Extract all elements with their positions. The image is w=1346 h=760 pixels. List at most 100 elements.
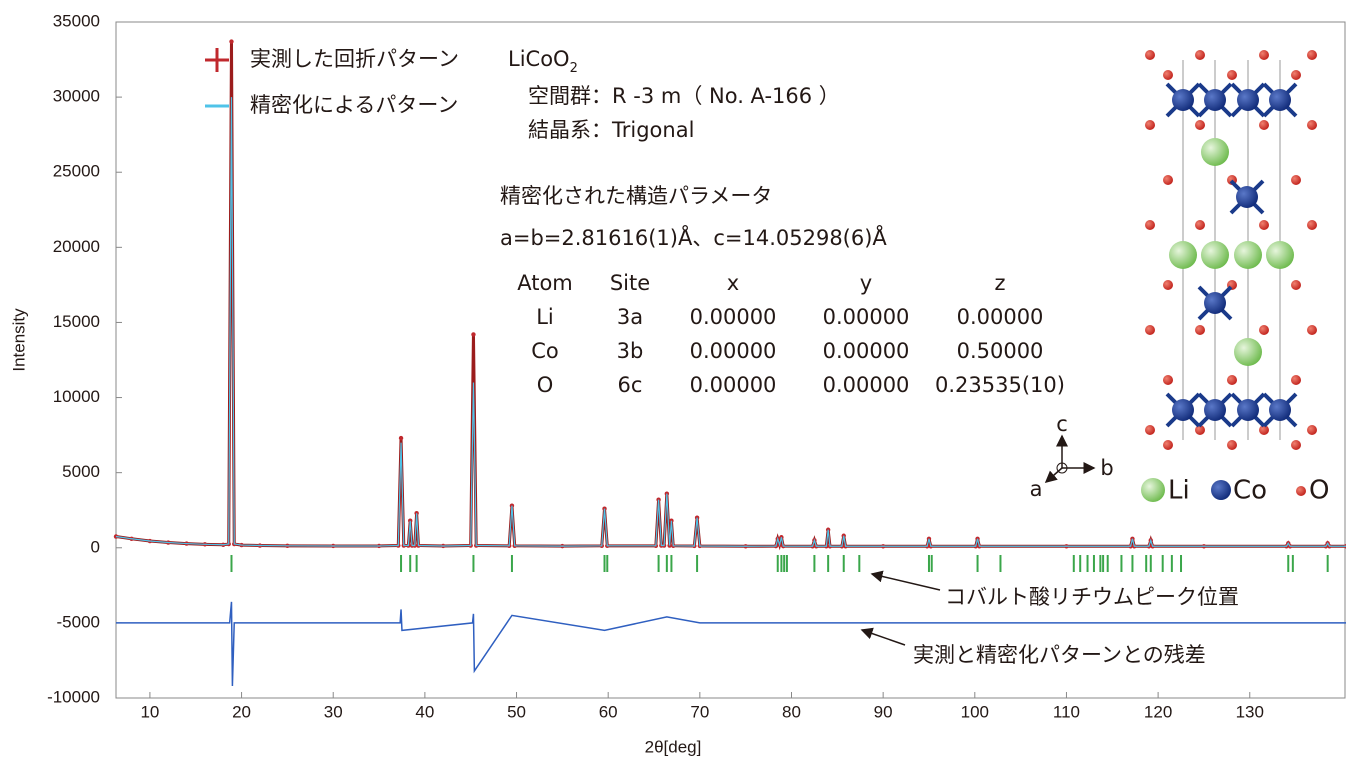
o-atom xyxy=(1259,325,1269,335)
arrow xyxy=(870,570,941,591)
co-atom xyxy=(1237,89,1259,111)
o-atom xyxy=(1145,325,1155,335)
o-atom xyxy=(1291,175,1301,185)
li-atom xyxy=(1266,241,1294,269)
crystal-system: 結晶系：Trigonal xyxy=(528,118,694,142)
axis-b: b xyxy=(1100,456,1113,480)
lattice: a=b=2.81616(1)Å、c=14.05298(6)Å xyxy=(500,224,887,250)
o-atom xyxy=(1259,50,1269,60)
table-cell: 0.00000 xyxy=(823,339,910,363)
y-tick-label: 30000 xyxy=(53,87,100,106)
x-tick-label: 90 xyxy=(874,702,893,721)
o-atom xyxy=(1291,375,1301,385)
o-atom xyxy=(1259,425,1269,435)
observed-point xyxy=(229,39,234,44)
table-cell: O xyxy=(537,373,554,397)
li-label: Li xyxy=(1168,476,1190,506)
o-atom xyxy=(1195,120,1205,130)
reflection-annotation: コバルト酸リチウムピーク位置 xyxy=(945,585,1239,609)
plot-frame xyxy=(115,21,1346,699)
o-atom xyxy=(1259,220,1269,230)
y-tick-label: 10000 xyxy=(53,387,100,406)
y-tick-label: 35000 xyxy=(53,11,100,30)
formula-subscript: 2 xyxy=(570,61,578,76)
table-cell: 0.00000 xyxy=(823,373,910,397)
formula: LiCoO2 xyxy=(508,47,578,76)
x-tick-label: 20 xyxy=(232,702,251,721)
axis-c: c xyxy=(1056,412,1068,436)
o-atom xyxy=(1259,120,1269,130)
li-atom xyxy=(1234,338,1262,366)
li-symbol xyxy=(1141,478,1165,502)
table-cell: 0.00000 xyxy=(690,305,777,329)
arrow xyxy=(1044,467,1063,483)
y-tick-label: 25000 xyxy=(53,162,100,181)
x-tick-label: 70 xyxy=(690,702,709,721)
o-atom xyxy=(1163,175,1173,185)
co-symbol xyxy=(1211,480,1231,500)
co-label: Co xyxy=(1233,476,1267,506)
o-atom xyxy=(1163,280,1173,290)
formula-main: LiCoO xyxy=(508,47,570,71)
co-atom xyxy=(1204,292,1226,314)
table-cell: 0.23535(10) xyxy=(935,373,1065,397)
y-tick-label: 15000 xyxy=(53,312,100,331)
o-atom xyxy=(1145,425,1155,435)
y-axis-label: Intensity xyxy=(9,308,28,372)
y-tick-label: 5000 xyxy=(62,462,100,481)
co-atom xyxy=(1237,399,1259,421)
o-atom xyxy=(1307,220,1317,230)
o-atom xyxy=(1227,375,1237,385)
calculated-line xyxy=(115,97,1346,548)
co-atom xyxy=(1204,399,1226,421)
o-symbol xyxy=(1296,486,1306,496)
o-atom xyxy=(1195,220,1205,230)
y-tick-label: -10000 xyxy=(47,687,100,706)
space-group: 空間群：R -3 m（ No. A-166 ） xyxy=(528,84,840,108)
axis-a: a xyxy=(1030,477,1043,501)
x-axis-label: 2θ[deg] xyxy=(645,737,702,756)
crystal-structure xyxy=(1145,50,1317,450)
y-tick-label: -5000 xyxy=(57,612,100,631)
li-atom xyxy=(1201,241,1229,269)
o-atom xyxy=(1307,425,1317,435)
x-tick-label: 130 xyxy=(1236,702,1264,721)
x-tick-label: 120 xyxy=(1144,702,1172,721)
co-atom xyxy=(1172,399,1194,421)
axes-indicator: c b a xyxy=(1030,412,1114,501)
y-tick-label: 20000 xyxy=(53,237,100,256)
co-atom xyxy=(1269,89,1291,111)
table-header: x xyxy=(727,271,739,295)
table-header: y xyxy=(860,271,872,295)
x-tick-label: 10 xyxy=(140,702,159,721)
table-cell: Li xyxy=(536,305,554,329)
table-cell: 3b xyxy=(617,339,644,363)
params-title: 精密化された構造パラメータ xyxy=(500,184,772,208)
observed-point xyxy=(471,332,476,337)
table-cell: 0.00000 xyxy=(823,305,910,329)
o-atom xyxy=(1145,50,1155,60)
table-cell: 0.50000 xyxy=(957,339,1044,363)
legend-label: 実測した回折パターン xyxy=(250,47,459,71)
o-atom xyxy=(1307,120,1317,130)
x-tick-label: 80 xyxy=(782,702,801,721)
table-header: Site xyxy=(610,271,650,295)
table-cell: 0.00000 xyxy=(690,373,777,397)
table-cell: 0.00000 xyxy=(957,305,1044,329)
difference-line xyxy=(116,601,1346,687)
o-label: O xyxy=(1309,476,1329,506)
x-tick-label: 50 xyxy=(507,702,526,721)
co-atom xyxy=(1236,186,1258,208)
observed-point xyxy=(398,435,404,441)
y-tick-label: 0 xyxy=(91,537,100,556)
table-cell: 6c xyxy=(618,373,643,397)
table-cell: 0.00000 xyxy=(690,339,777,363)
x-tick-label: 40 xyxy=(415,702,434,721)
o-atom xyxy=(1145,120,1155,130)
axis-origin xyxy=(1056,462,1068,474)
o-atom xyxy=(1195,50,1205,60)
structure-legend: Li Co O xyxy=(1141,476,1329,506)
x-tick-label: 110 xyxy=(1053,702,1080,721)
li-atom xyxy=(1169,241,1197,269)
